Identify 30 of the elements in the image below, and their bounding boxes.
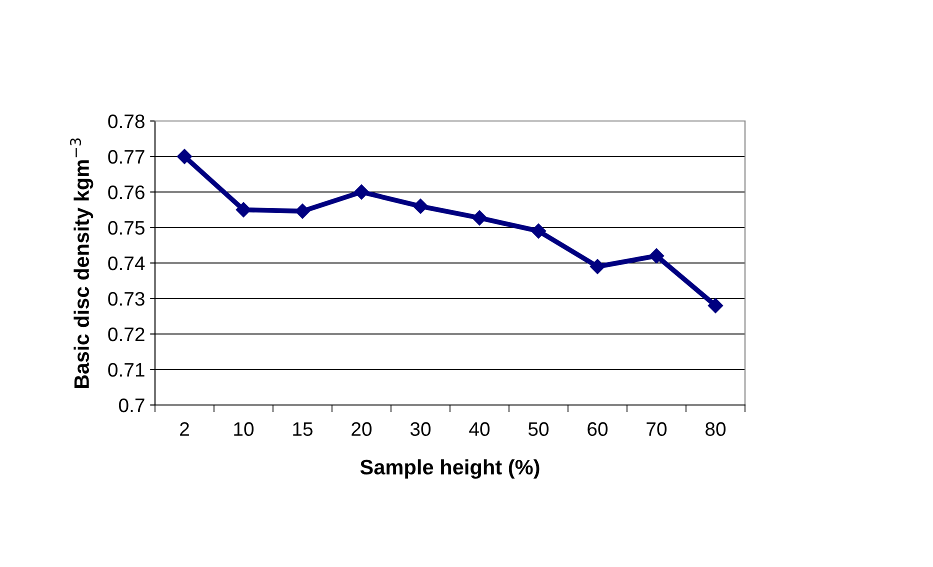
- x-tick-label: 80: [706, 422, 726, 436]
- point: [708, 298, 724, 314]
- x-axis-title: Sample height (%): [360, 459, 540, 479]
- y-tick-label: 0.7: [119, 398, 144, 412]
- point: [648, 248, 664, 264]
- point: [176, 148, 192, 164]
- y-axis-title: Basic disc density kgm$^{−3}$: [70, 138, 94, 388]
- y-tick-label: 0.78: [108, 114, 144, 128]
- point: [590, 258, 606, 274]
- y-tick-label: 0.76: [108, 185, 144, 200]
- x-tick-label: 10: [234, 422, 254, 436]
- x-tick-label: 2: [180, 422, 189, 436]
- y-tick-label: 0.72: [108, 327, 144, 342]
- y-tick-label: 0.74: [108, 256, 145, 270]
- y-tick-label: 0.77: [108, 150, 144, 164]
- x-tick-label: 40: [469, 422, 490, 436]
- x-tick-label: 60: [588, 422, 608, 436]
- x-tick-label: 30: [410, 422, 431, 436]
- y-tick-label: 0.73: [108, 292, 144, 306]
- x-tick-label: 20: [352, 422, 372, 436]
- point: [472, 210, 488, 226]
- point: [354, 184, 370, 200]
- x-tick-label: 70: [646, 422, 667, 436]
- point: [412, 198, 428, 214]
- point: [530, 223, 546, 239]
- y-tick-label: 0.75: [108, 220, 144, 235]
- point: [294, 204, 310, 219]
- y-tick-label: 0.71: [108, 362, 144, 377]
- x-tick-label: 15: [293, 422, 312, 436]
- x-tick-label: 50: [528, 422, 549, 436]
